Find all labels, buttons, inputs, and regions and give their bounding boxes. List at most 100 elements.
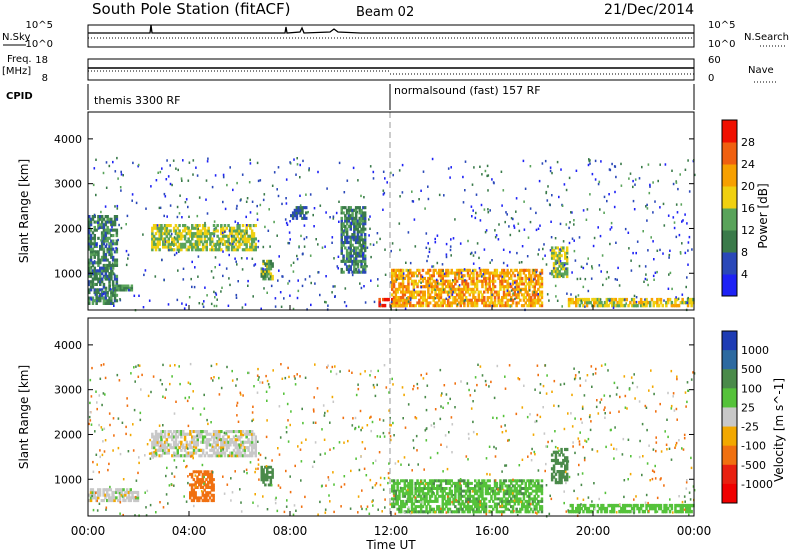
data-cell bbox=[599, 208, 601, 211]
data-cell bbox=[111, 234, 115, 238]
data-cell bbox=[434, 293, 437, 297]
data-cell bbox=[113, 223, 117, 227]
data-cell bbox=[360, 233, 363, 237]
data-cell bbox=[227, 245, 230, 249]
data-cell bbox=[645, 506, 648, 511]
data-cell bbox=[100, 258, 104, 262]
data-cell bbox=[508, 494, 511, 498]
data-cell bbox=[398, 494, 401, 498]
data-cell bbox=[189, 430, 192, 434]
data-cell bbox=[632, 506, 636, 511]
data-cell bbox=[475, 271, 479, 275]
data-cell bbox=[531, 484, 535, 488]
data-cell bbox=[443, 487, 446, 490]
data-cell bbox=[565, 223, 568, 226]
data-cell bbox=[605, 303, 609, 308]
data-cell bbox=[520, 507, 524, 511]
data-cell bbox=[552, 249, 556, 252]
data-cell bbox=[402, 417, 404, 420]
data-cell bbox=[243, 451, 247, 455]
data-cell bbox=[342, 254, 345, 258]
data-cell bbox=[474, 216, 477, 220]
data-cell bbox=[254, 248, 257, 252]
data-cell bbox=[560, 274, 563, 278]
data-cell bbox=[374, 394, 377, 398]
data-cell bbox=[526, 502, 529, 506]
data-cell bbox=[401, 502, 405, 506]
data-cell bbox=[438, 193, 441, 197]
data-cell bbox=[452, 271, 455, 275]
data-cell bbox=[396, 502, 399, 506]
data-cell bbox=[504, 502, 508, 506]
data-cell bbox=[176, 240, 179, 244]
data-cell bbox=[386, 181, 388, 184]
data-cell bbox=[558, 195, 560, 199]
data-cell bbox=[650, 297, 654, 302]
data-cell bbox=[260, 307, 262, 310]
data-cell bbox=[125, 284, 128, 288]
data-cell bbox=[491, 178, 493, 181]
data-cell bbox=[109, 488, 113, 492]
data-cell bbox=[528, 274, 531, 278]
data-cell bbox=[472, 269, 474, 272]
data-cell bbox=[198, 472, 201, 476]
data-cell bbox=[177, 168, 179, 172]
data-cell bbox=[165, 226, 169, 230]
data-cell bbox=[439, 481, 443, 485]
data-cell bbox=[434, 301, 437, 305]
data-cell bbox=[434, 408, 437, 411]
data-cell bbox=[492, 285, 495, 289]
data-cell bbox=[519, 492, 522, 496]
data-cell bbox=[234, 242, 238, 246]
data-cell bbox=[183, 245, 187, 249]
data-cell bbox=[201, 472, 205, 476]
data-cell bbox=[565, 267, 567, 270]
data-cell bbox=[430, 492, 434, 496]
data-cell bbox=[449, 245, 452, 248]
data-cell bbox=[265, 374, 267, 378]
data-cell bbox=[340, 270, 343, 274]
data-cell bbox=[163, 224, 167, 228]
data-cell bbox=[167, 232, 170, 236]
data-cell bbox=[154, 275, 157, 278]
data-cell bbox=[356, 235, 360, 239]
data-cell bbox=[297, 211, 300, 215]
data-cell bbox=[156, 438, 160, 442]
data-cell bbox=[234, 440, 238, 444]
data-cell bbox=[540, 489, 544, 493]
data-cell bbox=[250, 234, 254, 238]
data-cell bbox=[238, 438, 241, 442]
data-cell bbox=[315, 238, 317, 241]
data-cell bbox=[183, 432, 187, 436]
data-cell bbox=[215, 436, 218, 440]
data-cell bbox=[674, 506, 677, 511]
data-cell bbox=[201, 499, 205, 503]
data-cell bbox=[142, 306, 145, 309]
data-cell bbox=[156, 448, 160, 452]
data-cell bbox=[236, 448, 239, 452]
data-cell bbox=[625, 302, 627, 305]
data-cell bbox=[186, 399, 189, 403]
data-cell bbox=[432, 296, 435, 300]
data-cell bbox=[358, 211, 361, 215]
data-cell bbox=[474, 268, 477, 272]
data-cell bbox=[216, 432, 219, 436]
data-cell bbox=[600, 160, 602, 163]
data-cell bbox=[405, 301, 408, 305]
data-cell bbox=[230, 245, 234, 249]
data-cell bbox=[187, 205, 189, 209]
data-cell bbox=[370, 415, 372, 419]
data-cell bbox=[423, 290, 426, 294]
data-cell bbox=[418, 293, 421, 297]
data-cell bbox=[515, 279, 518, 283]
data-cell bbox=[326, 366, 328, 369]
data-cell bbox=[535, 268, 538, 272]
data-cell bbox=[443, 272, 446, 275]
data-cell bbox=[497, 238, 500, 241]
data-cell bbox=[194, 493, 197, 497]
data-cell bbox=[398, 304, 401, 308]
data-cell bbox=[436, 293, 439, 297]
data-cell bbox=[468, 497, 472, 501]
data-cell bbox=[379, 435, 381, 438]
data-cell bbox=[535, 271, 538, 274]
